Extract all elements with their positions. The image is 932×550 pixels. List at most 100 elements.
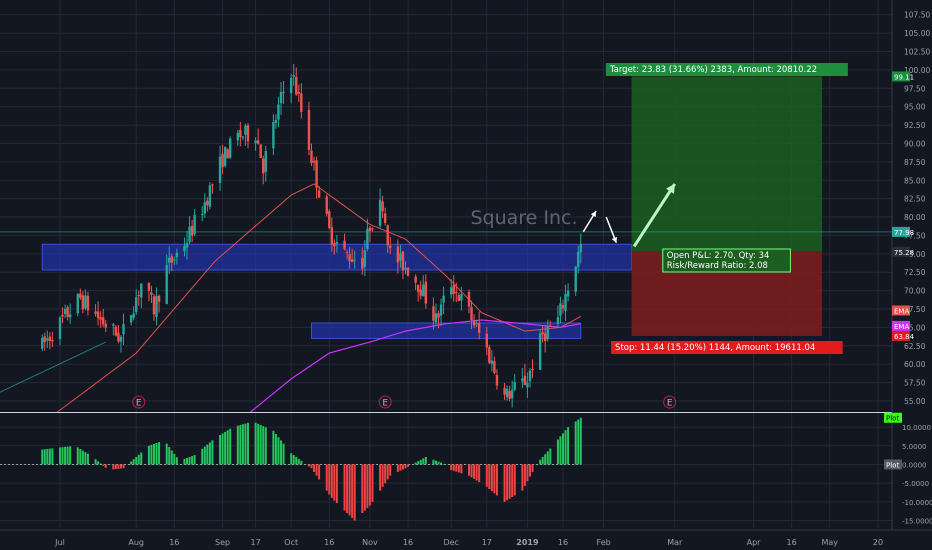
candle-body <box>472 320 476 326</box>
histogram-bar <box>404 464 407 469</box>
candle-body <box>531 369 534 371</box>
histogram-bar <box>434 460 437 465</box>
stop-price-tag-bg <box>892 330 910 341</box>
candle-body <box>396 246 400 263</box>
histogram-bar <box>503 464 506 502</box>
candle-body <box>457 294 461 301</box>
candle-body <box>221 153 224 168</box>
candle-body <box>488 347 491 363</box>
target-price-tag-bg <box>892 71 910 82</box>
candle-body <box>246 125 250 142</box>
histogram-bar <box>437 461 440 465</box>
histogram-bar <box>193 455 196 465</box>
candle-body <box>114 326 118 336</box>
histogram-bar <box>300 460 303 465</box>
histogram-bar <box>135 456 138 465</box>
histogram-bar <box>389 464 392 476</box>
price-tick-label: 62.50 <box>904 342 926 351</box>
candle-body <box>333 243 336 247</box>
candle-body <box>183 245 186 252</box>
oscillator-tick-label: 10.0000 <box>902 424 931 432</box>
candle-body <box>460 294 463 301</box>
histogram-bar <box>564 430 567 465</box>
histogram-bar <box>104 464 107 468</box>
price-tick-label: 95.00 <box>904 103 926 112</box>
stop-label-box <box>611 341 843 354</box>
histogram-bar <box>440 462 443 465</box>
histogram-bar <box>191 456 194 465</box>
price-axis[interactable]: 55.00 57.50 60.00 62.50 65.00 67.50 70.00 72.50… <box>891 0 932 550</box>
candle-body <box>328 211 331 228</box>
histogram-bar <box>117 464 120 469</box>
histogram-bar <box>544 454 547 465</box>
histogram-bar <box>490 464 493 492</box>
candle-body <box>99 317 102 320</box>
histogram-bar <box>175 457 178 465</box>
candle-body <box>51 339 54 342</box>
histogram-bar <box>495 464 498 496</box>
histogram-bar <box>208 442 211 465</box>
candle-body <box>439 304 443 316</box>
candle-body <box>579 244 582 253</box>
watermark-text: Square Inc. <box>470 207 577 229</box>
candle-body <box>241 136 245 138</box>
candle-body <box>190 225 194 236</box>
time-axis-bg <box>0 530 932 550</box>
candle-body <box>256 140 260 144</box>
histogram-bar <box>59 447 61 465</box>
histogram-bar <box>244 423 247 465</box>
histogram-bar <box>165 443 168 465</box>
candle-body <box>310 150 313 164</box>
candle-body <box>406 267 410 276</box>
time-tick-label: 17 <box>251 538 261 547</box>
time-tick-label: Mar <box>667 538 683 547</box>
candle-body <box>521 378 524 382</box>
histogram-bar <box>262 426 265 465</box>
histogram-bar <box>219 435 222 465</box>
candle-body <box>312 160 316 163</box>
candle-body <box>218 156 222 183</box>
trend-line <box>0 341 106 393</box>
candle-body <box>254 140 257 144</box>
histogram-bar <box>114 464 117 470</box>
histogram-bar <box>366 464 369 509</box>
histogram-bar <box>371 464 374 502</box>
candle-body <box>43 336 46 342</box>
entry-price-tag-text: 75.28 <box>894 249 914 257</box>
oscillator-zero-tag-text: Plot <box>886 461 899 469</box>
earnings-marker-label: E <box>667 399 673 409</box>
time-tick-label: 16 <box>324 538 334 547</box>
time-tick-label: 17 <box>482 538 492 547</box>
oscillator-axis[interactable]: 10.0000 5.0000 0.0000 -5.0000 -10.0000 -15.00… <box>902 424 932 525</box>
histogram-bar <box>549 448 552 465</box>
histogram-bar <box>51 448 54 465</box>
price-tick-label: 105.00 <box>904 29 930 38</box>
time-tick-label: Sep <box>215 538 230 547</box>
annotation-arrows <box>582 183 677 248</box>
histogram-bar <box>152 443 155 465</box>
candle-body <box>41 337 44 349</box>
histogram-bar <box>531 464 534 472</box>
histogram-bar <box>183 458 186 465</box>
histogram-bar <box>450 464 453 471</box>
candle-body <box>137 294 140 296</box>
candle-body <box>58 317 62 339</box>
histogram-bar <box>99 463 102 465</box>
candle-body <box>117 332 120 342</box>
time-tick-label: Nov <box>362 538 378 547</box>
candle-body <box>419 289 422 296</box>
histogram-bar <box>556 439 559 465</box>
histogram-bar <box>546 451 549 465</box>
histogram-bar <box>457 464 460 473</box>
time-axis[interactable]: Jul Aug 16 Sep 17 Oct 16 Nov 16 Dec 17 2019 16 Feb Mar… <box>0 529 932 550</box>
candle-body <box>513 382 516 390</box>
histogram-bar <box>511 464 514 498</box>
candle-body <box>229 138 232 158</box>
oscillator-histogram <box>0 417 582 521</box>
histogram-bar <box>150 444 153 465</box>
histogram-bar <box>363 464 366 511</box>
candle-body <box>325 196 328 214</box>
support-zone <box>310 322 582 339</box>
